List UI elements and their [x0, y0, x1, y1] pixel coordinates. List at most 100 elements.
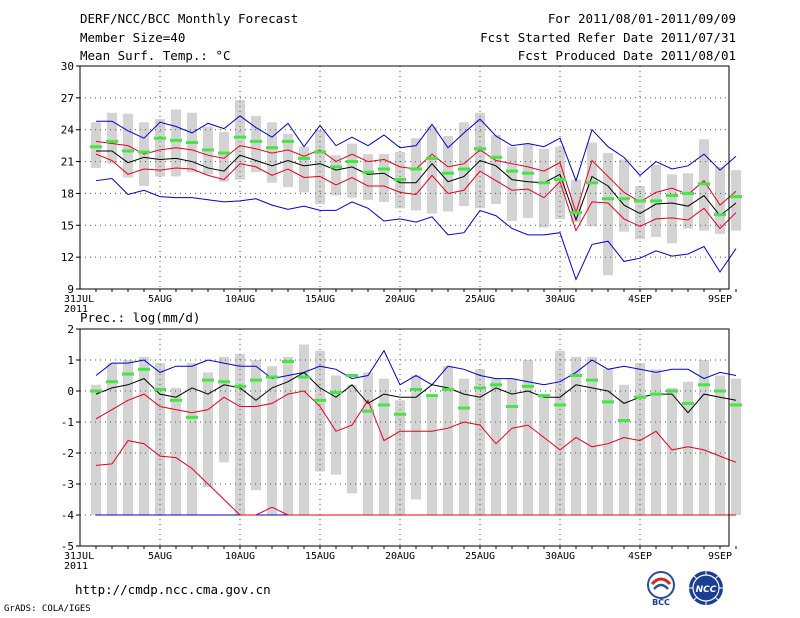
median-marker [250, 139, 262, 143]
ensemble-box [651, 369, 661, 515]
median-marker [602, 197, 614, 201]
x-tick-year-label: 2011 [64, 561, 88, 572]
ensemble-box [267, 122, 277, 183]
ensemble-box [299, 344, 309, 515]
ensemble-box [683, 173, 693, 229]
ncc-logo: NCC [689, 571, 723, 605]
median-marker [410, 167, 422, 171]
median-marker [682, 401, 694, 405]
median-marker [138, 367, 150, 371]
median-marker [234, 135, 246, 139]
median-marker [298, 156, 310, 160]
median-marker [394, 178, 406, 182]
ensemble-box [443, 366, 453, 515]
ensemble-mean-line [95, 371, 737, 414]
ensemble-box [251, 360, 261, 491]
median-marker [458, 406, 470, 410]
ensemble-box [667, 174, 677, 244]
median-marker [282, 360, 294, 364]
median-marker [330, 165, 342, 169]
median-marker [522, 171, 534, 175]
ensemble-box [347, 143, 357, 198]
y-tick-label: 30 [61, 60, 74, 73]
ensemble-box [203, 372, 213, 488]
outer-upper-line [95, 349, 737, 386]
median-marker [394, 412, 406, 416]
median-marker [362, 170, 374, 174]
ensemble-box [523, 143, 533, 218]
ensemble-box [571, 179, 581, 223]
y-tick-label: -4 [61, 509, 75, 522]
median-marker [410, 387, 422, 391]
median-marker [474, 386, 486, 390]
median-marker [122, 149, 134, 153]
plot-frame [79, 65, 730, 290]
median-marker [106, 139, 118, 143]
median-marker [570, 374, 582, 377]
outer-lower-line [95, 178, 737, 281]
x-tick-label: 9SEP [708, 294, 732, 305]
median-marker [714, 213, 726, 217]
x-tick-label: 9SEP [708, 551, 732, 562]
median-marker [282, 139, 294, 143]
ensemble-box [363, 372, 373, 515]
y-tick-label: -3 [61, 478, 74, 491]
ensemble-box [491, 378, 501, 515]
median-marker [490, 155, 502, 159]
median-marker [234, 384, 246, 388]
median-marker [186, 415, 198, 419]
inner-lower-line [95, 440, 736, 516]
forecast-started-date: Fcst Started Refer Date 2011/07/31 [480, 30, 736, 45]
y-tick-label: 24 [61, 124, 75, 137]
median-marker [506, 405, 518, 408]
ensemble-box [139, 356, 149, 515]
median-marker [170, 398, 182, 402]
ensemble-box [459, 378, 469, 515]
median-marker [730, 403, 742, 407]
ensemble-box [523, 360, 533, 515]
ensemble-box [619, 384, 629, 515]
outer-upper-line [96, 115, 737, 183]
grads-credit: GrADS: COLA/IGES [4, 604, 91, 614]
median-marker [266, 375, 278, 379]
median-marker [314, 398, 326, 402]
y-tick-label: -5 [61, 540, 74, 553]
source-url[interactable]: http://cmdp.ncc.cma.gov.cn [75, 582, 271, 597]
median-marker [538, 394, 550, 398]
plot-frame [79, 328, 730, 547]
ensemble-box [507, 146, 517, 222]
median-marker [426, 394, 438, 398]
x-tick-label: 5AUG [148, 294, 172, 305]
x-tick-label: 30AUG [545, 294, 575, 305]
bcc-logo-text: BCC [652, 598, 670, 607]
x-tick-label: 4SEP [628, 294, 652, 305]
y-tick-label: -1 [61, 416, 74, 429]
median-marker [634, 199, 646, 203]
x-tick-label: 5AUG [148, 551, 172, 562]
ensemble-box [587, 356, 597, 515]
y-tick-label: 0 [67, 385, 74, 398]
ensemble-box [603, 369, 613, 515]
ensemble-box [107, 363, 117, 515]
ensemble-box [603, 153, 613, 276]
median-marker [442, 387, 454, 391]
median-marker [266, 146, 278, 150]
ensemble-box [635, 185, 645, 240]
median-marker [202, 378, 214, 382]
median-marker [90, 145, 102, 149]
y-tick-label: 1 [67, 354, 74, 367]
ensemble-box [683, 381, 693, 515]
inner-upper-line [95, 390, 737, 463]
x-tick-label: 15AUG [305, 294, 335, 305]
ensemble-box [315, 350, 325, 472]
ensemble-box [171, 109, 181, 177]
median-marker [442, 171, 454, 175]
median-marker [586, 181, 598, 185]
median-marker [730, 195, 742, 199]
ensemble-box [331, 375, 341, 475]
ncc-logo-text: NCC [696, 585, 717, 595]
median-marker [378, 167, 390, 171]
median-marker [682, 191, 694, 195]
